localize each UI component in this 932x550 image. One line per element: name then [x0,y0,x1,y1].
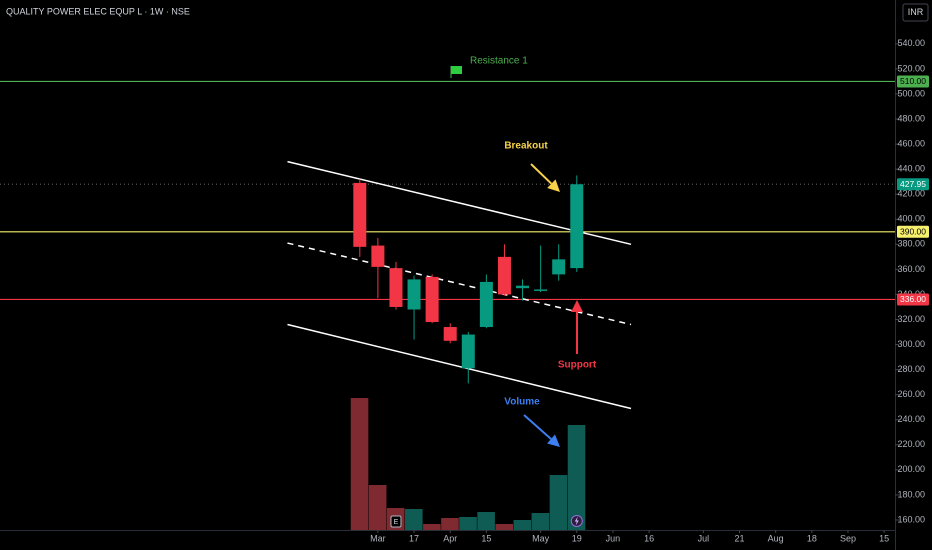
x-tick-label: 21 [734,533,744,543]
volume-bar [567,425,586,530]
candle-body [425,276,439,323]
event-bolt [574,516,579,526]
candle-body [534,289,548,291]
y-tick-label: 440.00 [897,164,925,174]
x-tick-label: 16 [644,533,654,543]
level-tag [897,293,929,306]
earnings-box [390,515,402,528]
y-tick-label: 420.00 [897,189,925,199]
candle-body [497,256,511,295]
volume-bar [549,475,568,530]
y-tick-label: 160.00 [897,514,925,524]
y-tick-label: 220.00 [897,439,925,449]
y-tick-label: 240.00 [897,414,925,424]
candle-body [479,281,493,328]
annotation: Volume [504,397,540,408]
volume-bar [350,398,369,530]
x-tick-label: Jul [698,533,710,543]
trendline [287,323,632,410]
chart-title: QUALITY POWER ELEC EQUP L · 1W · NSE [6,6,190,16]
flag [451,66,462,74]
x-tick-label: 15 [879,533,889,543]
candle-body [443,327,457,341]
y-tick-label: 480.00 [897,113,925,123]
annotation: Breakout [504,141,548,152]
arrow-shaft [530,163,553,185]
candle-body [552,259,566,275]
x-tick-label: 15 [481,533,491,543]
candle-body [371,245,385,267]
candle-body [353,182,367,247]
level-tag [897,75,929,88]
x-tick-label: Sep [840,533,856,543]
annotation: Resistance 1 [470,56,528,67]
candle-body [516,285,530,289]
x-tick-label: 17 [409,533,419,543]
candle-body [461,334,475,369]
y-tick-label: 260.00 [897,389,925,399]
level-tag-label: 336.00 [900,294,926,304]
arrow-head [547,179,560,192]
y-tick-label: 460.00 [897,138,925,148]
y-tick-label: 540.00 [897,38,925,48]
y-tick-label: 300.00 [897,339,925,349]
arrow-head [571,300,583,312]
arrow-head [547,434,560,447]
volume-bar [368,485,387,530]
candle-body [407,279,421,310]
y-tick-label: 200.00 [897,464,925,474]
x-tick-label: Aug [768,533,784,543]
x-tick-label: Mar [370,533,386,543]
level-tag-label: 390.00 [900,227,926,237]
y-tick-label: 500.00 [897,88,925,98]
volume-bar [405,509,423,530]
volume-bar [495,524,513,530]
candle-body [389,268,403,307]
currency[interactable]: INR [908,7,924,17]
x-tick-label: 18 [807,533,817,543]
volume-bar [423,524,441,530]
level-tag [897,225,929,238]
y-tick-label: 520.00 [897,63,925,73]
y-tick-label: 380.00 [897,239,925,249]
volume-bar [477,512,495,530]
volume-bar [513,520,532,530]
x-tick-label: 19 [572,533,582,543]
x-tick-label: May [532,533,550,543]
y-tick-label: 360.00 [897,264,925,274]
y-tick-label: 280.00 [897,364,925,374]
trendline [287,242,632,326]
volume-bar [459,517,477,530]
earnings-marker: E [394,519,399,526]
x-tick-label: Jun [606,533,621,543]
level-tag-label: 427.95 [900,179,926,189]
level-tag [897,178,929,191]
level-tag-label: 510.00 [900,76,926,86]
volume-bar [441,518,459,530]
y-tick-label: 180.00 [897,489,925,499]
arrow-shaft [523,414,552,440]
currency-box[interactable] [902,3,929,22]
volume-bar [531,513,550,530]
y-tick-label: 320.00 [897,314,925,324]
candle-body [570,184,584,269]
x-tick-label: Apr [443,533,457,543]
annotation: Support [558,360,597,371]
y-tick-label: 400.00 [897,214,925,224]
